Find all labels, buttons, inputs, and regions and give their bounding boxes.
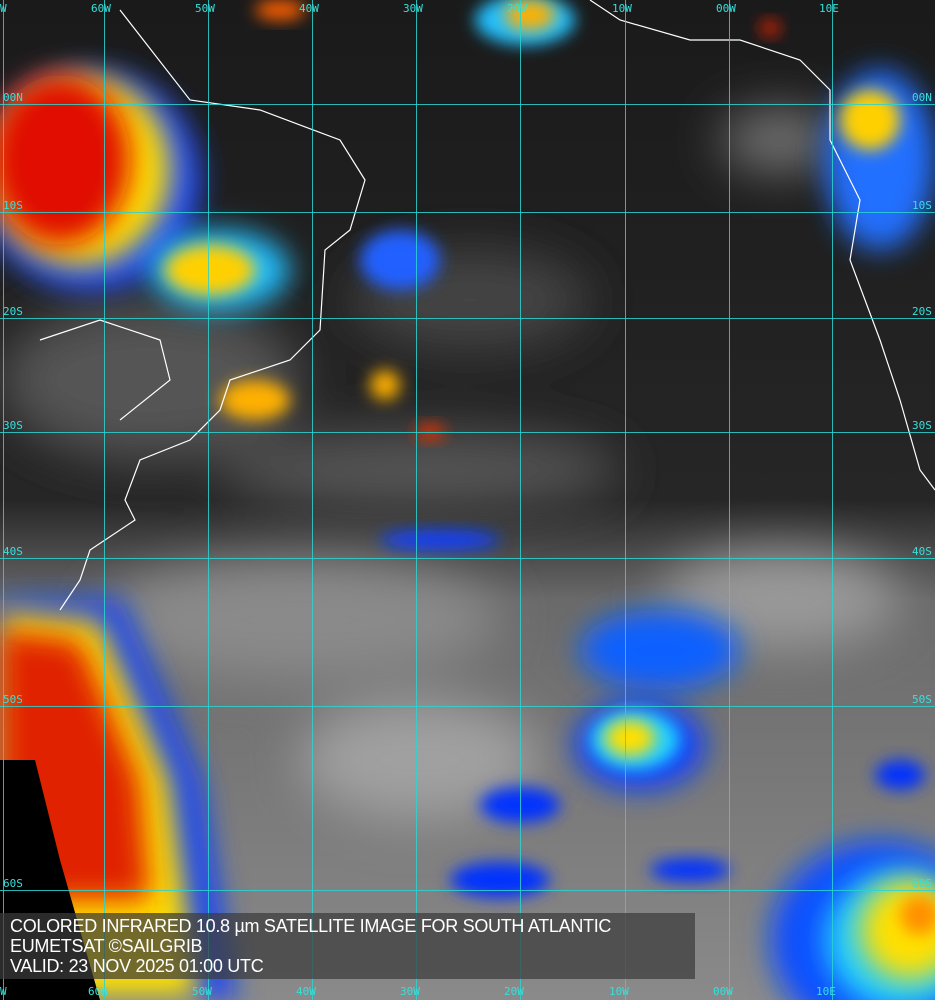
meridian-line: [104, 0, 105, 1000]
meridian-line: [416, 0, 417, 1000]
southwest-storm: [0, 600, 235, 1000]
bottom-longitude-label: 40W: [296, 985, 316, 998]
top-longitude-label: 20W: [507, 2, 527, 15]
top-longitude-label: 10W: [612, 2, 632, 15]
coastlines: [39, 0, 935, 611]
meridian-line: [208, 0, 209, 1000]
left-latitude-label: 10S: [3, 199, 23, 212]
top-longitude-label: W: [0, 2, 7, 15]
left-latitude-label: 00N: [3, 91, 23, 104]
meridian-line: [3, 0, 4, 1000]
right-latitude-label: 20S: [912, 305, 932, 318]
bottom-longitude-label: 10E: [816, 985, 836, 998]
caption-title: COLORED INFRARED 10.8 µm SATELLITE IMAGE…: [10, 916, 612, 936]
top-longitude-label: 40W: [299, 2, 319, 15]
meridian-line: [520, 0, 521, 1000]
parallel-line: [0, 318, 935, 319]
top-longitude-label: 60W: [91, 2, 111, 15]
top-longitude-label: 00W: [716, 2, 736, 15]
meridian-line: [312, 0, 313, 1000]
left-latitude-label: 20S: [3, 305, 23, 318]
right-latitude-label: 00N: [912, 91, 932, 104]
left-latitude-label: 50S: [3, 693, 23, 706]
bottom-longitude-label: 50W: [192, 985, 212, 998]
central-storm: [450, 610, 925, 898]
bottom-longitude-label: 30W: [400, 985, 420, 998]
right-latitude-label: 40S: [912, 545, 932, 558]
left-latitude-label: 60S: [3, 877, 23, 890]
meridian-line: [625, 0, 626, 1000]
parallel-line: [0, 432, 935, 433]
right-latitude-label: 60S: [912, 877, 932, 890]
bottom-longitude-label: W: [0, 985, 7, 998]
parallel-line: [0, 212, 935, 213]
parallel-line: [0, 890, 935, 891]
caption-source: EUMETSAT ©SAILGRIB: [10, 936, 203, 956]
right-latitude-label: 50S: [912, 693, 932, 706]
bottom-longitude-label: 10W: [609, 985, 629, 998]
meridian-line: [729, 0, 730, 1000]
convection-south-america: [0, 70, 500, 550]
top-longitude-label: 30W: [403, 2, 423, 15]
left-latitude-label: 30S: [3, 419, 23, 432]
parallel-line: [0, 558, 935, 559]
convection-north: [255, 0, 935, 250]
bottom-longitude-label: 60W: [88, 985, 108, 998]
meridian-line: [832, 0, 833, 1000]
top-longitude-label: 10E: [819, 2, 839, 15]
southeast-storm: [770, 840, 935, 1000]
left-latitude-label: 40S: [3, 545, 23, 558]
right-latitude-label: 10S: [912, 199, 932, 212]
parallel-line: [0, 104, 935, 105]
caption-valid-time: VALID: 23 NOV 2025 01:00 UTC: [10, 956, 264, 976]
bottom-longitude-label: 00W: [713, 985, 733, 998]
top-longitude-label: 50W: [195, 2, 215, 15]
parallel-line: [0, 706, 935, 707]
caption-box: COLORED INFRARED 10.8 µm SATELLITE IMAGE…: [0, 913, 695, 979]
right-latitude-label: 30S: [912, 419, 932, 432]
bottom-longitude-label: 20W: [504, 985, 524, 998]
